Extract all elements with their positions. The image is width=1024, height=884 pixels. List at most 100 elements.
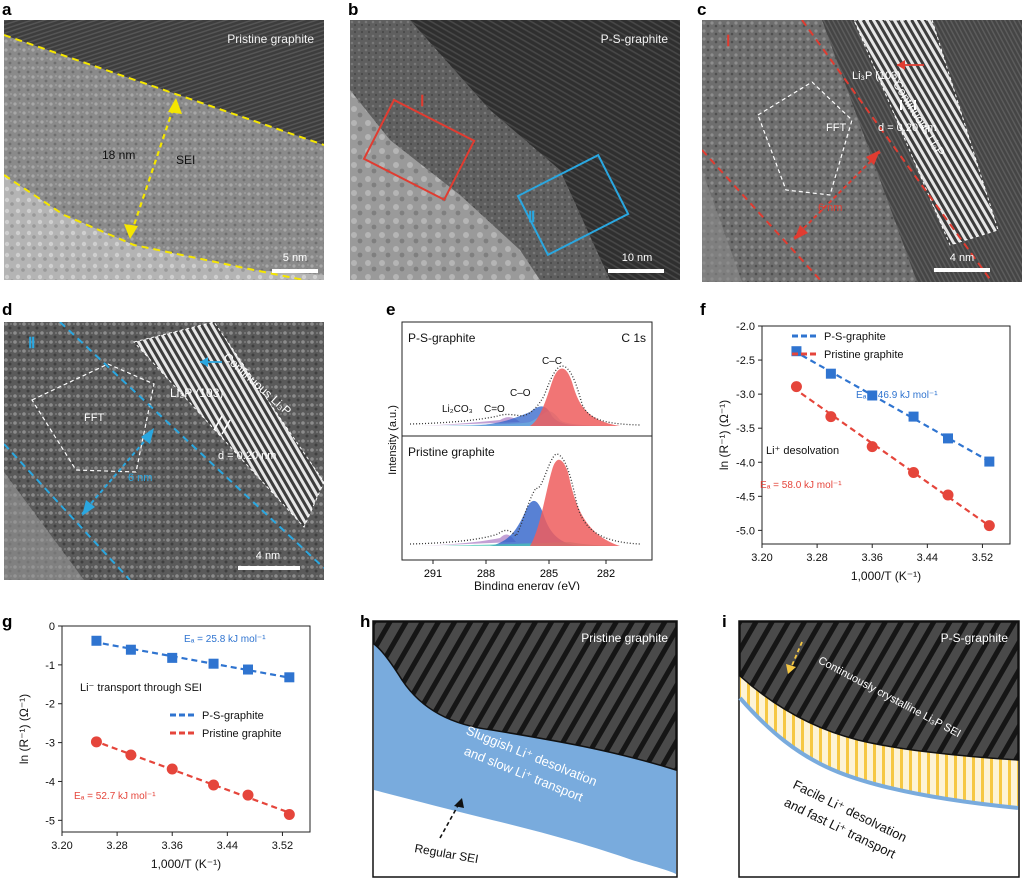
g-xtick-label: 3.44 bbox=[217, 840, 238, 852]
schematic-i-graphite bbox=[739, 621, 1019, 761]
g-point-1-5 bbox=[243, 664, 253, 675]
f-point-2-3 bbox=[866, 441, 878, 453]
g-xlabel: 1,000/T (K⁻¹) bbox=[151, 857, 221, 871]
f-legend-label-2: Pristine graphite bbox=[824, 349, 904, 361]
f-ytick-label: -5.0 bbox=[736, 525, 755, 537]
panel-label-d: d bbox=[2, 300, 13, 319]
g-point-2-6 bbox=[283, 809, 295, 821]
g-ytick-label: -3 bbox=[45, 738, 55, 750]
tem-image-b: Ⅰ Ⅱ P-S-graphite 10 nm bbox=[350, 20, 680, 280]
xps-peak-label-3: C–O bbox=[510, 388, 531, 399]
panel-label-i: i bbox=[722, 612, 727, 631]
panel-d-thickness: 6 nm bbox=[128, 472, 153, 484]
f-xlabel: 1,000/T (K⁻¹) bbox=[851, 569, 921, 583]
xps-xticks: 291 288 285 282 bbox=[424, 560, 615, 580]
schematic-h-sei-layer bbox=[374, 644, 676, 874]
tem-image-a: Pristine graphite 18 nm SEI 5 nm bbox=[4, 20, 324, 280]
panel-d-scale-bar bbox=[238, 566, 300, 570]
schematic-h: Pristine graphite Sluggish Li⁺ desolvati… bbox=[372, 620, 678, 878]
g-axes-frame bbox=[61, 625, 311, 833]
xps-bottom-cc-peak bbox=[530, 459, 620, 546]
g-ea-label-1: Eₐ = 25.8 kJ mol⁻¹ bbox=[184, 634, 266, 645]
xps-top-cc-peak bbox=[530, 368, 620, 426]
schematic-i-li3p-layer bbox=[740, 676, 1018, 808]
xps-chart-e: P-S-graphite C 1s Pristine graphite Li₂C… bbox=[387, 321, 653, 590]
f-point-2-2 bbox=[825, 411, 837, 423]
g-ytick-label: -5 bbox=[45, 815, 55, 827]
schematic-i: P-S-graphite Continuously crystalline Li… bbox=[738, 620, 1020, 878]
panel-a-title: Pristine graphite bbox=[227, 32, 314, 46]
g-ytick-label: -4 bbox=[45, 776, 55, 788]
xps-bottom-co-peak bbox=[490, 500, 580, 546]
g-xtick-label: 3.20 bbox=[51, 840, 72, 852]
g-ytick-label: -1 bbox=[45, 660, 55, 672]
schematic-h-arrowhead bbox=[454, 798, 464, 808]
panel-b-title: P-S-graphite bbox=[600, 32, 668, 46]
xps-top-title: P-S-graphite bbox=[408, 331, 476, 345]
panel-d-scale-text: 4 nm bbox=[255, 550, 281, 562]
f-annotation: Li⁺ desolvation bbox=[766, 445, 839, 457]
f-point-2-4 bbox=[908, 466, 920, 478]
panel-a-scale-bar bbox=[272, 269, 318, 273]
xps-peak-label-2: C=O bbox=[484, 404, 505, 415]
panel-c-thickness: 6 nm bbox=[818, 202, 843, 214]
xps-top-li2co3-peak bbox=[420, 417, 520, 426]
f-point-1-1 bbox=[791, 346, 802, 357]
schematic-i-title: P-S-graphite bbox=[941, 631, 1009, 645]
f-point-2-1 bbox=[790, 381, 802, 393]
tem-image-c-graphic bbox=[702, 20, 1022, 282]
tem-image-c: Ⅰ Li₃P (103) Continuous Li₃P FFT d = 0.2… bbox=[702, 20, 1022, 282]
panel-a-sei-label: SEI bbox=[176, 153, 196, 167]
panel-c-fft: FFT bbox=[826, 122, 847, 134]
panel-a-scale-text: 5 nm bbox=[282, 252, 308, 264]
panel-c-dspacing: d = 0.20 nm bbox=[878, 122, 937, 134]
panel-label-a: a bbox=[2, 0, 12, 19]
xps-ylabel: Intensity (a.u.) bbox=[387, 405, 399, 475]
f-point-1-5 bbox=[943, 433, 953, 444]
tem-image-b-graphic: Ⅰ Ⅱ bbox=[350, 20, 680, 280]
panel-d-dspacing: d = 0.20 nm bbox=[218, 450, 277, 462]
f-xtick-label: 3.44 bbox=[917, 552, 938, 564]
panel-label-h: h bbox=[360, 612, 371, 631]
f-point-2-6 bbox=[983, 520, 995, 532]
f-ytick-label: -4.5 bbox=[736, 491, 755, 503]
g-point-2-5 bbox=[242, 789, 254, 801]
f-point-1-2 bbox=[825, 368, 836, 379]
g-xtick-label: 3.28 bbox=[106, 840, 127, 852]
schematic-h-graphite bbox=[373, 621, 677, 772]
f-ea-label-2: Eₐ = 58.0 kJ mol⁻¹ bbox=[760, 480, 842, 491]
schematic-i-arrowhead bbox=[786, 664, 796, 674]
chart-f: 3.20 3.28 3.36 3.44 3.52 -2.0 -2.5 -3.0 -3.5 -4.0… bbox=[717, 321, 1011, 583]
panel-label-c: c bbox=[697, 0, 707, 19]
g-legend-label-1: P-S-graphite bbox=[202, 710, 264, 722]
f-ytick-label: -3.0 bbox=[736, 389, 755, 401]
f-ea-label-1: Eₐ = 46.9 kJ mol⁻¹ bbox=[856, 390, 938, 401]
panel-c-plane: Li₃P (103) bbox=[852, 70, 901, 82]
f-fit-line-2 bbox=[792, 386, 994, 530]
f-xtick-label: 3.28 bbox=[806, 552, 827, 564]
f-axes-frame bbox=[761, 325, 1011, 545]
panel-label-g: g bbox=[2, 612, 13, 631]
xps-top-ceo-peak bbox=[440, 411, 620, 426]
panel-label-e: e bbox=[386, 300, 396, 319]
g-annotation: Li⁻ transport through SEI bbox=[80, 682, 202, 694]
f-ylabel: ln (R⁻¹) (Ω⁻¹) bbox=[717, 400, 731, 470]
g-xtick-label: 3.52 bbox=[272, 840, 293, 852]
xps-xtick-2: 288 bbox=[477, 568, 495, 580]
schematic-i-interface bbox=[738, 696, 1019, 810]
xps-xtick-4: 282 bbox=[597, 568, 615, 580]
g-ytick-label: -2 bbox=[45, 699, 55, 711]
panel-b-scale-text: 10 nm bbox=[621, 252, 653, 264]
g-xtick-label: 3.36 bbox=[162, 840, 183, 852]
tem-image-d: Ⅱ Li₃P (103) Continuous Li₃P FFT d = 0.2… bbox=[4, 322, 324, 580]
panel-c-scale-bar bbox=[934, 268, 990, 272]
panel-label-b: b bbox=[348, 0, 359, 19]
g-point-1-4 bbox=[208, 658, 219, 669]
panel-d-plane: Li₃P (103) bbox=[170, 386, 224, 400]
panel-c-region: Ⅰ bbox=[726, 33, 731, 50]
f-legend-label-1: P-S-graphite bbox=[824, 331, 886, 343]
f-ytick-label: -3.5 bbox=[736, 423, 755, 435]
g-fit-line-1 bbox=[92, 640, 293, 680]
xps-peak-label-1: Li₂CO₃ bbox=[442, 404, 473, 415]
panel-d-region: Ⅱ bbox=[28, 335, 36, 352]
